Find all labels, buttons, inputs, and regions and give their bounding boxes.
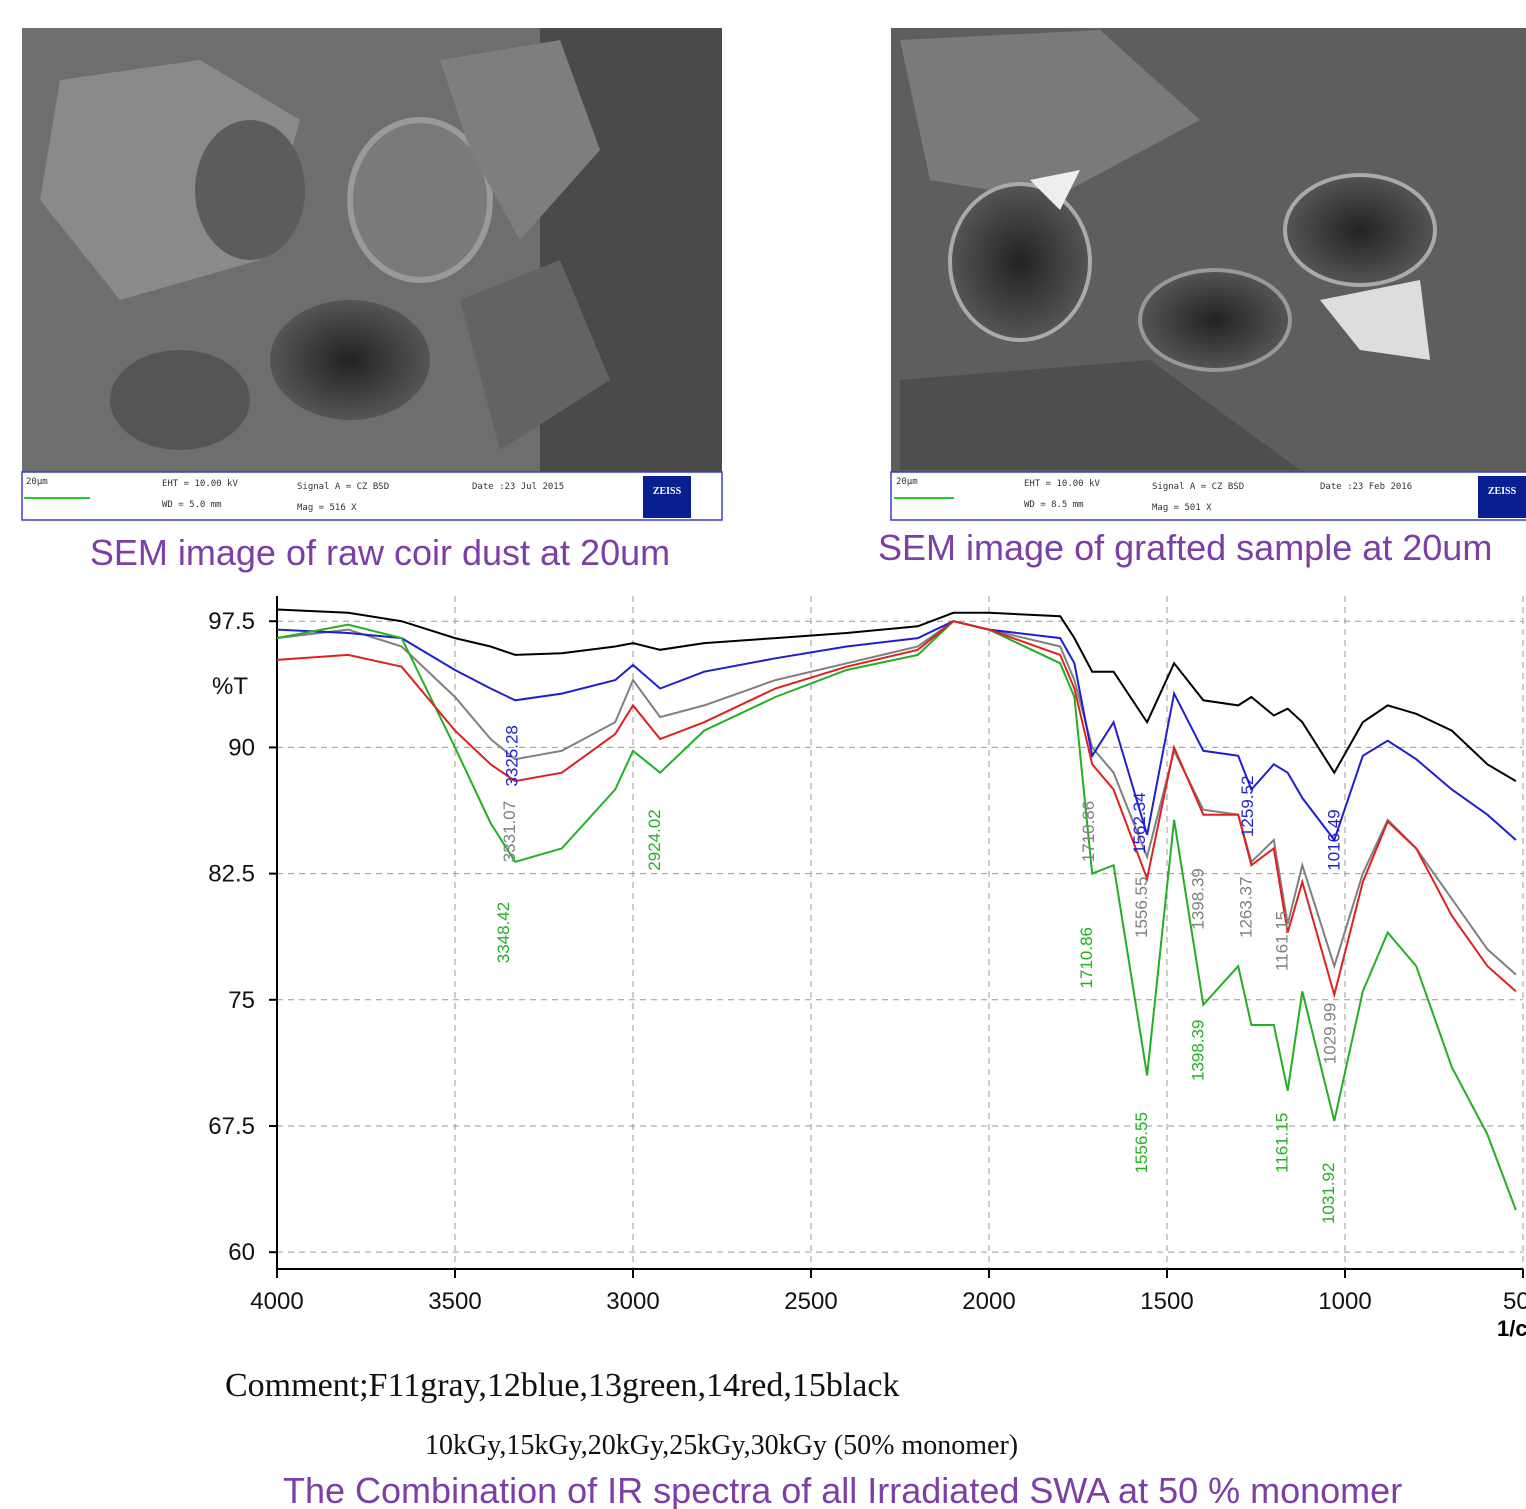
y-axis-label: %T (212, 673, 248, 700)
peak-label: 1161.15 (1273, 1113, 1292, 1173)
doses: 10kGy,15kGy,20kGy,25kGy,30kGy (50% monom… (425, 1430, 1018, 1461)
x-tick-label: 1000 (1318, 1288, 1371, 1315)
image-caption: SEM image of raw coir dust at 20um (90, 532, 670, 573)
scale-label: 20μm (896, 477, 918, 487)
date: Date :23 Jul 2015 (472, 482, 564, 492)
peak-label: 1161.15 (1273, 911, 1292, 971)
peak-label: 1556.55 (1132, 1112, 1151, 1173)
peak-label: 2924.02 (645, 809, 664, 870)
peak-label: 1029.99 (1321, 1003, 1340, 1064)
sem-image-grafted (891, 28, 1526, 472)
y-tick-label: 90 (228, 734, 255, 761)
x-tick-label: 3500 (428, 1288, 481, 1315)
spectrum-line (277, 621, 1516, 1210)
eht: EHT = 10.00 kV (162, 479, 238, 489)
x-tick-label: 2500 (784, 1288, 837, 1315)
peak-label: 1259.52 (1238, 776, 1257, 837)
peak-label: 3348.42 (494, 902, 513, 963)
scale-label: 20μm (26, 477, 48, 487)
mag: Mag = 516 X (297, 503, 357, 513)
wd: WD = 8.5 mm (1024, 500, 1084, 510)
x-tick-label: 3000 (606, 1288, 659, 1315)
peak-label: 1016.49 (1324, 809, 1343, 870)
mag: Mag = 501 X (1152, 503, 1212, 513)
page: 20μm EHT = 10.00 kV WD = 5.0 mm Signal A… (0, 0, 1526, 1509)
image-caption: SEM image of grafted sample at 20um (878, 527, 1492, 568)
spectrum-line (277, 610, 1516, 782)
wd: WD = 5.0 mm (162, 500, 222, 510)
x-tick-label: 500 (1503, 1288, 1526, 1315)
x-axis-label: 1/cm (1497, 1316, 1526, 1341)
peak-label: 1710.86 (1079, 801, 1098, 862)
y-tick-label: 82.5 (208, 861, 255, 888)
peak-label: 1031.92 (1319, 1163, 1338, 1224)
x-tick-label: 1500 (1140, 1288, 1193, 1315)
peak-label: 1710.86 (1077, 927, 1096, 988)
peak-label: 1263.37 (1236, 877, 1255, 938)
y-tick-label: 75 (228, 987, 255, 1014)
date: Date :23 Feb 2016 (1320, 482, 1412, 492)
x-tick-label: 2000 (962, 1288, 1015, 1315)
peak-label: 3331.07 (500, 801, 519, 862)
x-tick-label: 4000 (250, 1288, 303, 1315)
comment: Comment;F11gray,12blue,13green,14red,15b… (225, 1367, 900, 1404)
brand: ZEISS (1488, 486, 1517, 497)
sem-info-bar: 20μm EHT = 10.00 kV WD = 8.5 mm Signal A… (891, 472, 1526, 520)
peak-label: 1398.39 (1188, 868, 1207, 929)
y-tick-label: 67.5 (208, 1113, 255, 1140)
peak-label: 3325.28 (502, 725, 521, 786)
sem-info-bar: 20μm EHT = 10.00 kV WD = 5.0 mm Signal A… (22, 472, 722, 520)
y-tick-label: 97.5 (208, 608, 255, 635)
signal: Signal A = CZ BSD (297, 482, 389, 492)
peak-label: 1562.34 (1130, 792, 1149, 853)
brand: ZEISS (653, 486, 682, 497)
sem-image-raw (22, 28, 722, 472)
y-tick-label: 60 (228, 1239, 255, 1266)
figure-caption: The Combination of IR spectra of all Irr… (283, 1470, 1402, 1509)
eht: EHT = 10.00 kV (1024, 479, 1100, 489)
spectrum-line (277, 621, 1516, 995)
signal: Signal A = CZ BSD (1152, 482, 1244, 492)
peak-label: 1398.39 (1188, 1020, 1207, 1081)
ir-chart: 60 67.5 75 82.5 90 97.5 4000 3500 3000 2500 2000 15… (208, 596, 1526, 1341)
peak-label: 1556.55 (1132, 877, 1151, 938)
